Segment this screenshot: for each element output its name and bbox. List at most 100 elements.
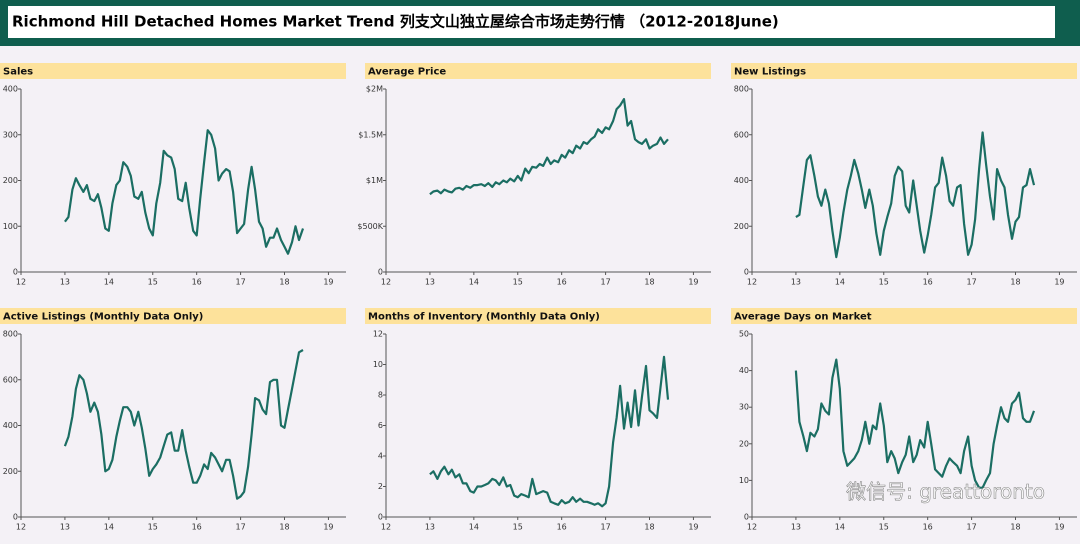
y-tick-label: 10	[373, 360, 383, 369]
y-tick-label: 6	[378, 421, 383, 430]
x-tick-label: 15	[148, 523, 158, 532]
x-tick-label: 14	[104, 278, 114, 287]
x-tick-label: 15	[513, 278, 523, 287]
x-tick-label: 15	[879, 278, 889, 287]
x-tick-label: 16	[923, 278, 933, 287]
y-tick-label: 10	[739, 476, 749, 485]
x-tick-label: 19	[688, 278, 698, 287]
panel-title: Average Days on Market	[734, 312, 872, 323]
y-tick-label: 400	[734, 176, 749, 185]
x-tick-label: 19	[323, 278, 333, 287]
x-tick-label: 19	[688, 523, 698, 532]
x-tick-label: 17	[967, 523, 977, 532]
x-tick-label: 19	[1054, 278, 1064, 287]
y-tick-label: 100	[3, 222, 18, 231]
data-line	[795, 131, 1036, 259]
x-tick-label: 12	[747, 278, 757, 287]
x-tick-label: 18	[279, 523, 289, 532]
y-tick-label: 20	[739, 439, 749, 448]
x-tick-label: 15	[879, 523, 889, 532]
x-tick-label: 18	[644, 523, 654, 532]
y-tick-label: 600	[734, 130, 749, 139]
x-tick-label: 12	[381, 523, 391, 532]
x-tick-label: 13	[791, 523, 801, 532]
x-tick-label: 13	[425, 278, 435, 287]
y-tick-label: 600	[3, 375, 18, 384]
data-line	[63, 349, 304, 500]
y-tick-label: 8	[378, 391, 383, 400]
y-tick-label: $1M	[366, 176, 383, 185]
x-tick-label: 15	[148, 278, 158, 287]
x-tick-label: 16	[557, 278, 567, 287]
x-tick-label: 15	[513, 523, 523, 532]
x-tick-label: 18	[1010, 523, 1020, 532]
y-tick-label: $1.5M	[358, 130, 383, 139]
y-tick-label: 300	[3, 130, 18, 139]
data-line	[429, 98, 669, 196]
x-tick-label: 17	[601, 523, 611, 532]
data-line	[794, 358, 1036, 489]
panel-title-bar	[731, 308, 1077, 324]
panel-title: Average Price	[368, 67, 446, 78]
x-tick-label: 19	[1054, 523, 1064, 532]
y-tick-label: $2M	[366, 85, 383, 94]
x-tick-label: 13	[60, 278, 70, 287]
y-tick-label: 40	[739, 366, 749, 375]
x-tick-label: 14	[469, 523, 479, 532]
x-tick-label: 16	[192, 523, 202, 532]
x-tick-label: 14	[469, 278, 479, 287]
y-tick-label: 0	[378, 513, 383, 522]
x-tick-label: 18	[279, 278, 289, 287]
x-tick-label: 12	[16, 278, 26, 287]
x-tick-label: 19	[323, 523, 333, 532]
x-tick-label: 12	[16, 523, 26, 532]
y-tick-label: 0	[13, 513, 18, 522]
y-tick-label: 4	[378, 452, 383, 461]
header-box	[8, 6, 1055, 38]
y-tick-label: 800	[734, 85, 749, 94]
y-tick-label: 12	[373, 330, 383, 339]
x-tick-label: 17	[236, 278, 246, 287]
x-tick-label: 16	[192, 278, 202, 287]
y-tick-label: 2	[378, 482, 383, 491]
x-tick-label: 17	[236, 523, 246, 532]
x-tick-label: 17	[601, 278, 611, 287]
y-tick-label: 200	[3, 176, 18, 185]
x-tick-label: 12	[381, 278, 391, 287]
x-tick-label: 18	[644, 278, 654, 287]
panel-title: Active Listings (Monthly Data Only)	[3, 312, 203, 323]
x-tick-label: 14	[835, 523, 845, 532]
x-tick-label: 17	[967, 278, 977, 287]
y-tick-label: 0	[744, 513, 749, 522]
panel-title-bar	[731, 63, 1077, 79]
panel-title-bar	[0, 308, 346, 324]
panel-title-bar	[365, 63, 711, 79]
panel-title: Sales	[3, 67, 33, 78]
y-tick-label: 0	[13, 268, 18, 277]
y-tick-label: 400	[3, 85, 18, 94]
panel-title: Months of Inventory (Monthly Data Only)	[368, 312, 600, 323]
panel-title-bar	[0, 63, 346, 79]
x-tick-label: 18	[1010, 278, 1020, 287]
y-tick-label: 0	[378, 268, 383, 277]
x-tick-label: 16	[557, 523, 567, 532]
x-tick-label: 14	[104, 523, 114, 532]
x-tick-label: 16	[923, 523, 933, 532]
y-tick-label: $500K	[357, 222, 383, 231]
x-tick-label: 13	[60, 523, 70, 532]
x-tick-label: 13	[791, 278, 801, 287]
x-tick-label: 12	[747, 523, 757, 532]
x-tick-label: 13	[425, 523, 435, 532]
y-tick-label: 400	[3, 421, 18, 430]
panel-title: New Listings	[734, 67, 806, 78]
y-tick-label: 50	[739, 330, 749, 339]
data-line	[429, 355, 670, 508]
watermark: 微信号: greattoronto	[846, 480, 1045, 504]
y-tick-label: 800	[3, 330, 18, 339]
y-tick-label: 30	[739, 403, 749, 412]
page-title: Richmond Hill Detached Homes Market Tren…	[12, 13, 779, 31]
data-line	[64, 129, 305, 255]
panel-title-bar	[365, 308, 711, 324]
